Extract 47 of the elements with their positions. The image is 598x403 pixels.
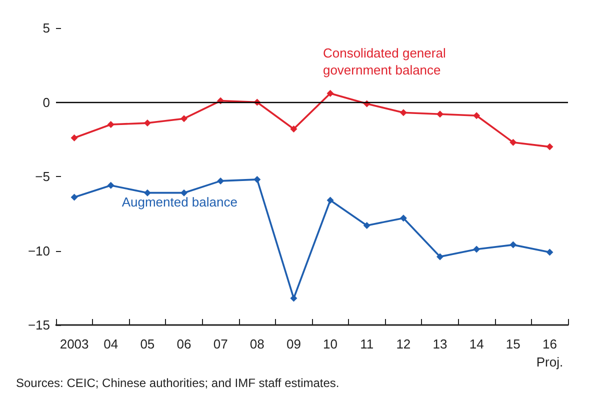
point bbox=[144, 189, 151, 196]
y-tick-label: −10 bbox=[28, 243, 50, 258]
point bbox=[473, 112, 480, 120]
point bbox=[436, 110, 444, 118]
x-tick-label: 12 bbox=[396, 336, 411, 352]
x-tick-label: 11 bbox=[360, 336, 374, 352]
point bbox=[400, 109, 407, 116]
point bbox=[546, 143, 554, 150]
x-tick-label: 2003 bbox=[60, 336, 89, 352]
point bbox=[326, 196, 334, 204]
x-tick-label: 09 bbox=[286, 336, 301, 352]
y-tick-label: −15 bbox=[28, 318, 50, 332]
point bbox=[70, 134, 78, 142]
series-label: Augmented balance bbox=[122, 194, 238, 210]
x-tick-label: 07 bbox=[213, 336, 228, 352]
series-label: Consolidated general government balance bbox=[322, 45, 446, 78]
x-tick-label: 16 Proj. bbox=[536, 336, 564, 370]
point bbox=[436, 253, 444, 260]
point bbox=[254, 176, 261, 183]
point bbox=[510, 241, 517, 248]
point bbox=[70, 194, 78, 201]
x-tick-label: 05 bbox=[140, 336, 155, 352]
point bbox=[290, 125, 298, 132]
point bbox=[144, 120, 151, 127]
point bbox=[473, 246, 480, 253]
point bbox=[510, 138, 517, 146]
point bbox=[546, 248, 554, 256]
point bbox=[180, 115, 188, 122]
x-tick-label: 08 bbox=[250, 336, 264, 352]
y-tick-label: −5 bbox=[35, 169, 50, 184]
point bbox=[180, 189, 188, 196]
point bbox=[400, 214, 407, 222]
point bbox=[217, 177, 224, 184]
point bbox=[107, 121, 114, 128]
point bbox=[326, 90, 334, 97]
x-tick-label: 13 bbox=[432, 336, 448, 352]
y-tick-label: 0 bbox=[42, 94, 50, 110]
point bbox=[363, 222, 370, 230]
x-tick-label: 15 bbox=[506, 336, 520, 352]
source-note: Sources: CEIC; Chinese authorities; and IMF staff estimates. bbox=[16, 376, 340, 390]
x-tick-label: 14 bbox=[469, 336, 484, 352]
point bbox=[290, 294, 298, 302]
x-tick-label: 04 bbox=[104, 336, 118, 352]
x-tick-label: 10 bbox=[323, 336, 338, 352]
point bbox=[107, 182, 114, 189]
x-tick-label: 06 bbox=[176, 336, 192, 352]
y-tick-label: 5 bbox=[42, 20, 50, 36]
